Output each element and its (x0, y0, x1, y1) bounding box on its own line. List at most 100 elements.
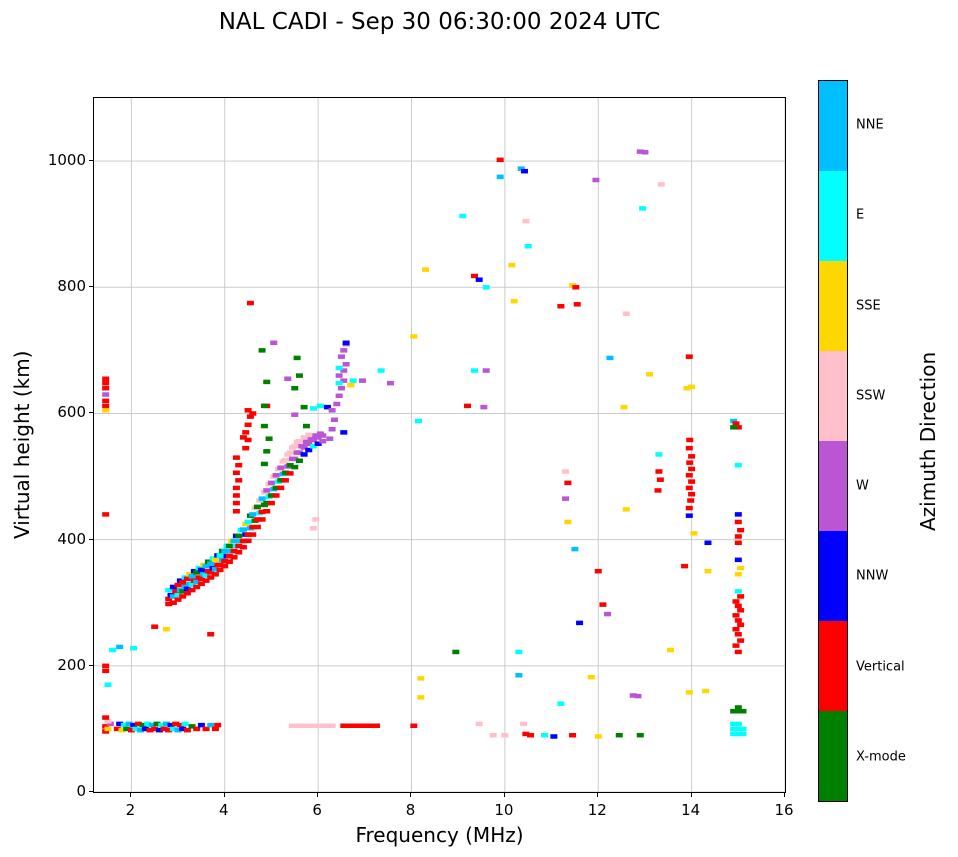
data-point-vertical (202, 726, 210, 732)
data-point-nnw (340, 430, 348, 435)
data-point-w (340, 368, 348, 373)
y-tick-label: 1000 (47, 151, 86, 170)
data-point-x-mode (291, 385, 299, 391)
data-point-vertical (564, 480, 572, 486)
data-point-sse (508, 262, 516, 268)
data-point-e (557, 701, 565, 706)
x-tick-label: 8 (405, 801, 416, 819)
data-point-x-mode (193, 570, 201, 575)
data-point-vertical (102, 398, 110, 404)
data-point-nnw (685, 513, 693, 518)
data-point-w (267, 480, 275, 486)
data-point-vertical (263, 508, 271, 514)
data-point-sse (683, 385, 691, 391)
data-point-sse (510, 298, 518, 304)
data-point-vertical (183, 591, 191, 596)
data-point-nne (148, 722, 156, 728)
data-point-ssw (291, 444, 299, 449)
data-point-vertical (102, 512, 110, 517)
data-point-e (165, 587, 173, 593)
colorbar-tick-label: X-mode (856, 749, 906, 765)
data-point-x-mode (452, 649, 460, 655)
colorbar-tick-label: W (856, 478, 869, 494)
data-point-ssw (298, 723, 306, 729)
data-point-vertical (732, 643, 740, 648)
data-point-vertical (160, 726, 168, 732)
y-axis-label: Virtual height (km) (10, 350, 34, 540)
data-point-vertical (685, 473, 693, 478)
x-tick-mark (130, 793, 132, 797)
data-point-vertical (737, 608, 745, 613)
data-point-w (337, 385, 345, 391)
data-point-vertical (734, 540, 742, 546)
data-point-x-mode (123, 726, 131, 732)
data-point-x-mode (225, 543, 233, 549)
data-point-ssw (312, 517, 320, 522)
data-point-vertical (253, 517, 261, 522)
data-point-sse (421, 267, 429, 272)
data-point-e (181, 721, 189, 727)
data-point-vertical (734, 425, 742, 430)
colorbar-segment-w (819, 441, 847, 531)
data-point-e (541, 732, 549, 738)
data-point-sse (594, 734, 602, 739)
colorbar-tick-label: NNE (856, 117, 884, 133)
data-point-nnw (169, 584, 177, 590)
data-point-vertical (277, 485, 285, 491)
data-point-sse (587, 674, 595, 680)
data-point-vertical (687, 498, 695, 503)
data-point-nnw (520, 168, 528, 174)
data-point-vertical (211, 572, 219, 577)
data-point-x-mode (179, 589, 187, 594)
data-point-vertical (244, 532, 252, 537)
data-point-sse (685, 690, 693, 695)
colorbar-tick-label: SSE (856, 298, 881, 314)
data-point-sse (118, 727, 126, 733)
data-point-e (734, 462, 742, 468)
data-point-vertical (232, 508, 240, 514)
data-point-w (342, 361, 350, 367)
data-point-vertical (688, 491, 696, 497)
data-point-w (272, 473, 280, 478)
data-point-e (216, 553, 224, 558)
data-point-nne (137, 727, 145, 733)
data-point-vertical (688, 466, 696, 472)
data-point-w (295, 450, 303, 455)
data-point-x-mode (260, 403, 268, 409)
data-point-vertical (244, 538, 252, 544)
data-point-nne (207, 722, 215, 728)
data-point-vertical (216, 562, 224, 568)
data-point-vertical (239, 538, 247, 544)
data-point-nnw (734, 512, 742, 517)
data-point-e (414, 418, 422, 424)
data-point-nne (239, 527, 247, 532)
data-point-nnw (300, 452, 308, 457)
data-point-ssw (295, 438, 303, 444)
data-point-sse (417, 695, 425, 700)
data-point-vertical (235, 478, 243, 483)
data-point-x-mode (260, 461, 268, 467)
data-point-x-mode (277, 478, 285, 483)
data-point-x-mode (281, 470, 289, 476)
y-tick-label: 0 (76, 782, 86, 800)
data-point-vertical (685, 505, 693, 511)
data-point-ssw (475, 721, 483, 727)
y-tick-label: 200 (57, 655, 86, 674)
data-point-vertical (232, 493, 240, 498)
data-point-nnw (734, 557, 742, 563)
colorbar-segment-nnw (819, 531, 847, 621)
data-point-vertical (102, 403, 110, 409)
data-point-x-mode (295, 373, 303, 378)
data-point-e (244, 519, 252, 525)
data-point-vertical (471, 273, 479, 279)
data-point-vertical (594, 568, 602, 574)
y-tick-mark (89, 286, 93, 288)
data-point-w (592, 177, 600, 183)
data-point-vertical (235, 550, 243, 555)
chart-title: NAL CADI - Sep 30 06:30:00 2024 UTC (218, 9, 661, 35)
data-point-vertical (232, 485, 240, 491)
data-point-vertical (244, 437, 252, 443)
data-point-ssw (305, 432, 313, 438)
data-point-vertical (127, 727, 135, 733)
